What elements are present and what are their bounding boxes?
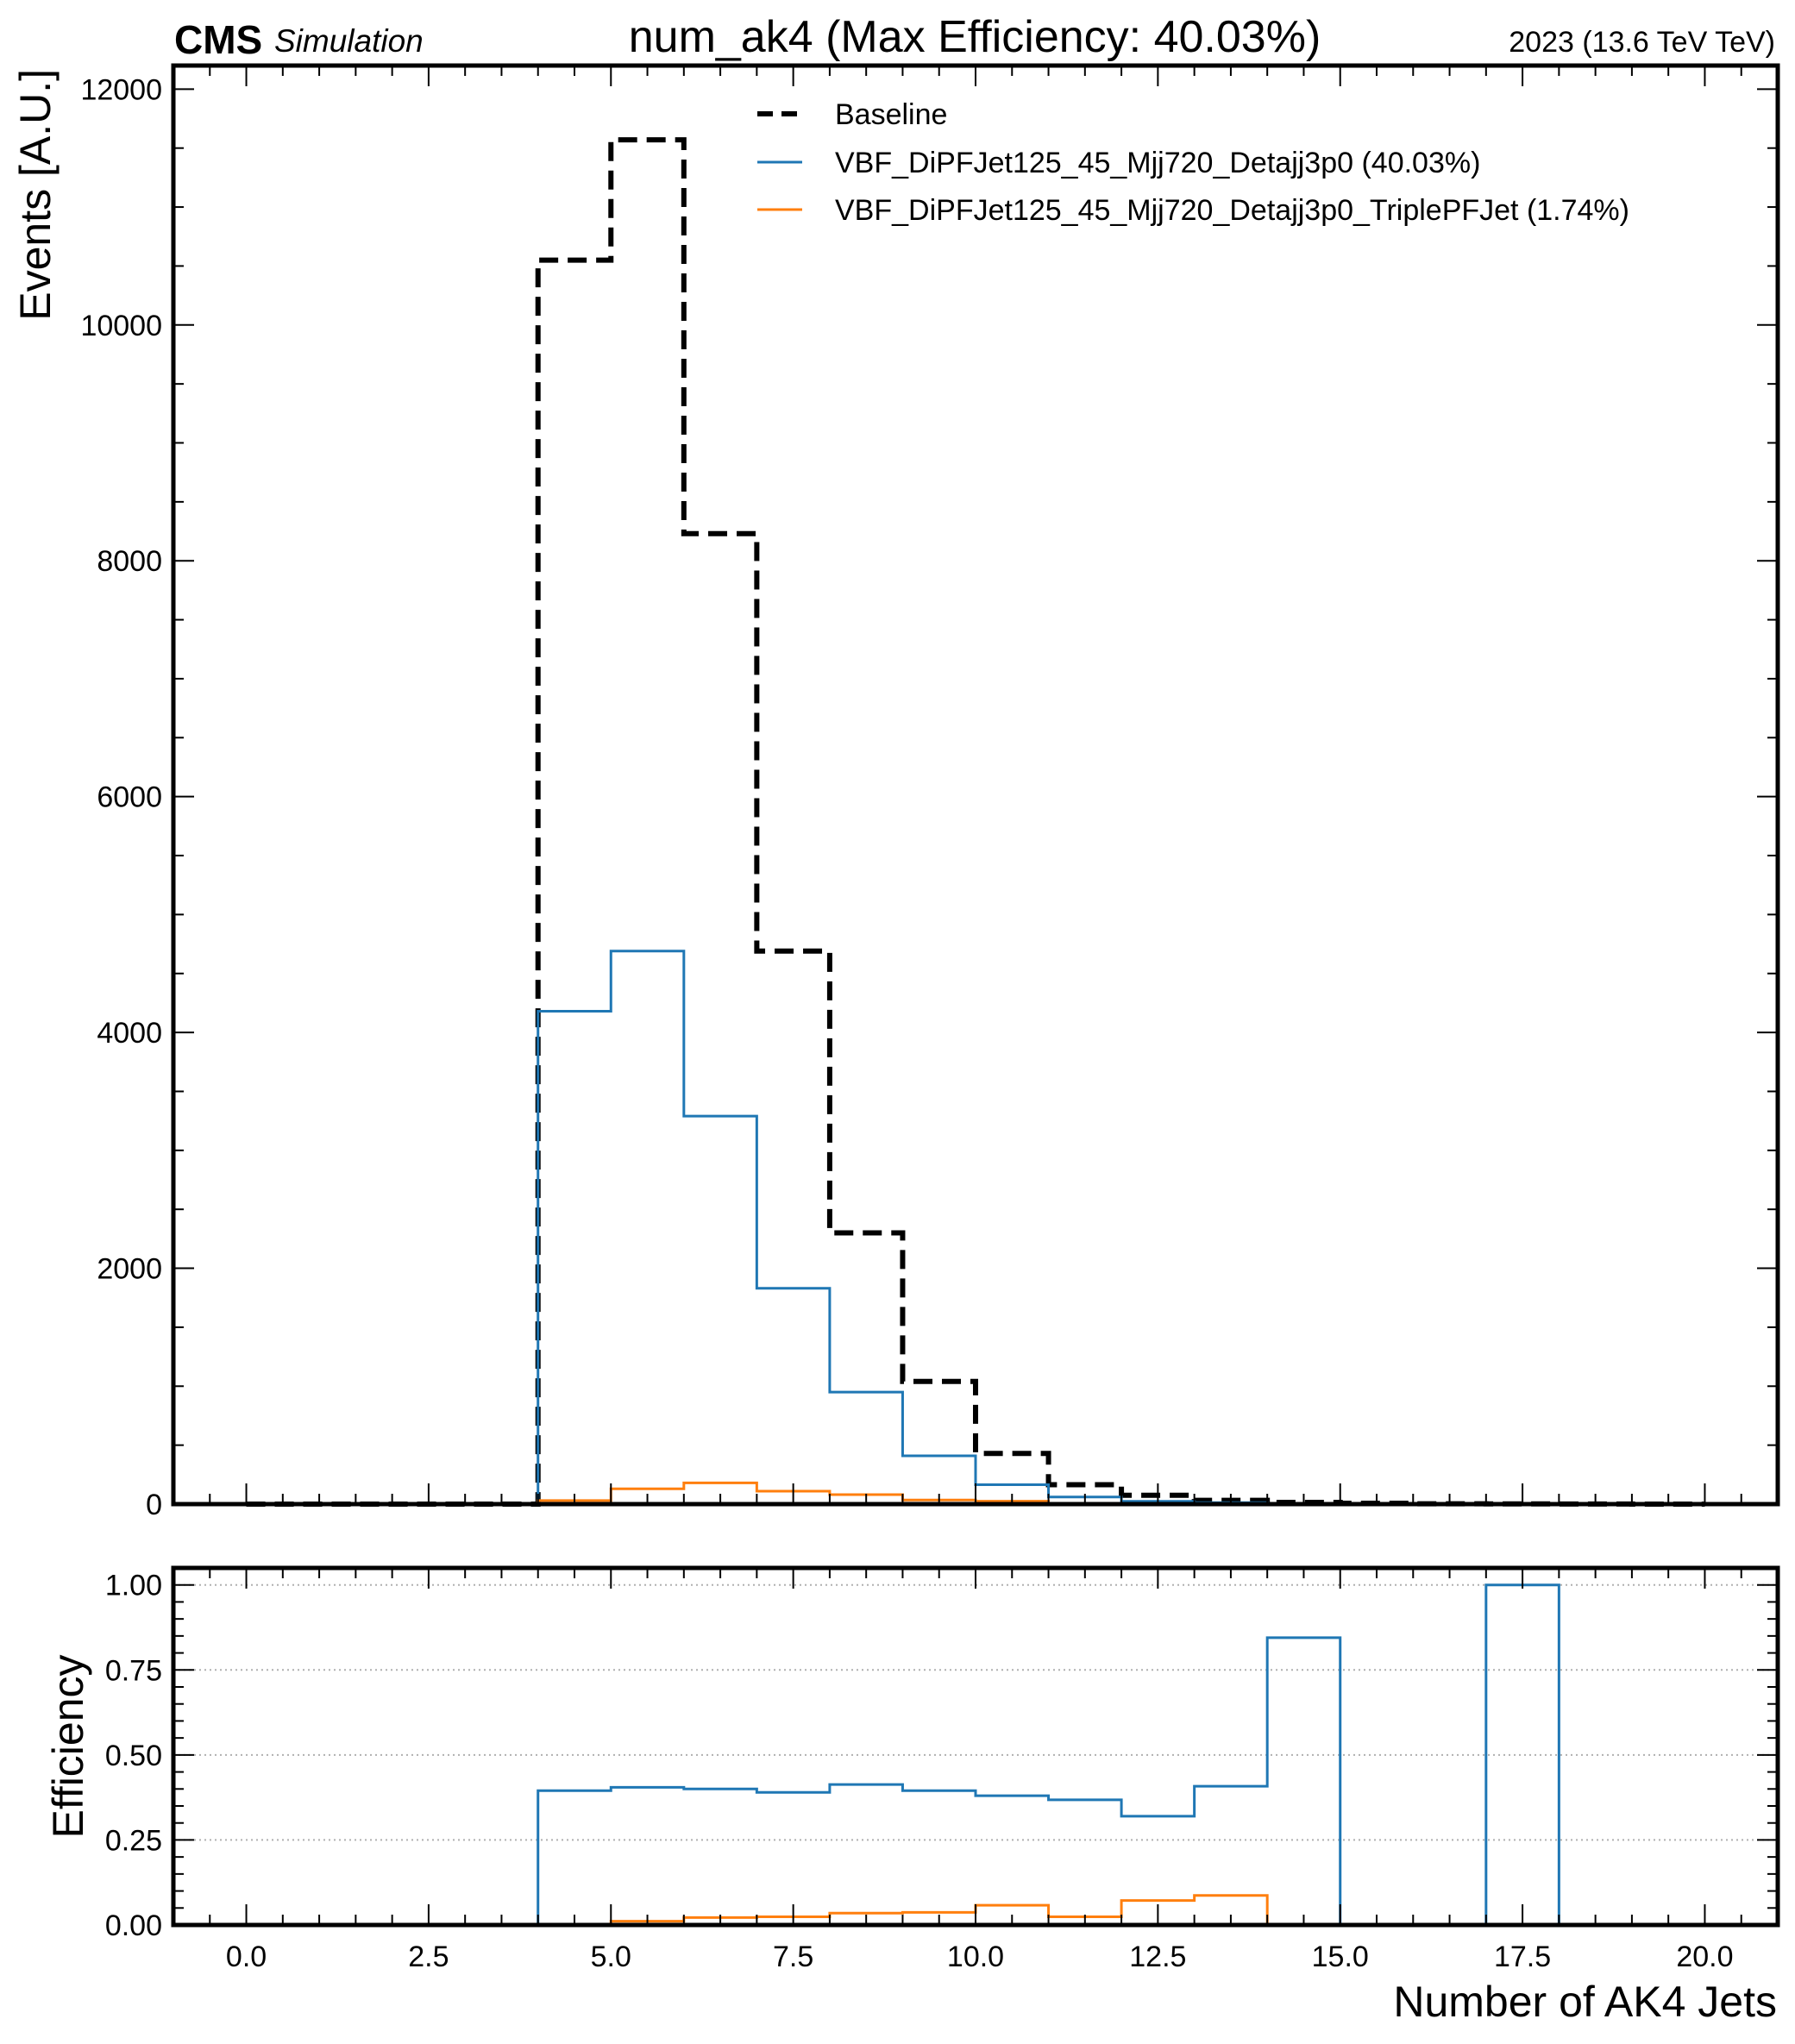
y-tick-label-main-0: 0	[146, 1489, 162, 1521]
legend-label-0: Baseline	[835, 98, 947, 131]
x-tick-label-1: 2.5	[408, 1941, 449, 1973]
x-tick-label-4: 10.0	[947, 1941, 1004, 1973]
y-tick-label-main-2: 4000	[97, 1017, 162, 1050]
main-plot-frame	[171, 63, 1780, 1507]
simulation-label: Simulation	[274, 23, 424, 59]
ratio-plot-frame	[171, 1565, 1780, 1928]
legend: Baseline VBF_DiPFJet125_45_Mjj720_Detajj3…	[757, 98, 1629, 227]
y-tick-label-ratio-4: 1.00	[105, 1570, 162, 1602]
x-tick-label-2: 5.0	[591, 1941, 631, 1973]
y-axis-label-ratio: Efficiency	[44, 1654, 92, 1838]
lumi-label: 2023 (13.6 TeV TeV)	[1509, 26, 1775, 59]
y-tick-label-ratio-3: 0.75	[105, 1654, 162, 1687]
y-tick-label-main-1: 2000	[97, 1253, 162, 1286]
x-tick-label-6: 15.0	[1312, 1941, 1369, 1973]
y-tick-label-main-3: 6000	[97, 781, 162, 814]
y-tick-label-ratio-0: 0.00	[105, 1909, 162, 1942]
labels-group: CMS Simulation num_ak4 (Max Efficiency: …	[11, 12, 1777, 2026]
y-tick-label-ratio-2: 0.50	[105, 1740, 162, 1772]
x-tick-label-5: 12.5	[1129, 1941, 1186, 1973]
x-tick-label-8: 20.0	[1676, 1941, 1733, 1973]
main-series-0-line	[246, 137, 1705, 1507]
y-axis-label-main: Events [A.U.]	[11, 69, 60, 321]
x-tick-label-0: 0.0	[226, 1941, 267, 1973]
y-tick-label-main-5: 10000	[80, 310, 162, 342]
y-tick-label-ratio-1: 0.25	[105, 1824, 162, 1857]
y-tick-label-main-4: 8000	[97, 545, 162, 578]
chart-title: num_ak4 (Max Efficiency: 40.03%)	[629, 12, 1321, 62]
x-tick-label-7: 17.5	[1494, 1941, 1551, 1973]
cms-label: CMS	[174, 17, 262, 62]
x-axis-label: Number of AK4 Jets	[1393, 1978, 1777, 2026]
legend-label-2: VBF_DiPFJet125_45_Mjj720_Detajj3p0_Tripl…	[835, 194, 1629, 227]
legend-label-1: VBF_DiPFJet125_45_Mjj720_Detajj3p0 (40.0…	[835, 147, 1480, 179]
main-series-group	[246, 137, 1705, 1507]
y-tick-label-main-6: 12000	[80, 73, 162, 106]
x-tick-label-3: 7.5	[773, 1941, 813, 1973]
axes-group: 0.0 2.5 5.0 7.5 10.0 12.5 15.0 17.5 20.0 0 2000 400…	[80, 63, 1780, 1973]
ratio-plot-area	[173, 1583, 1778, 1926]
